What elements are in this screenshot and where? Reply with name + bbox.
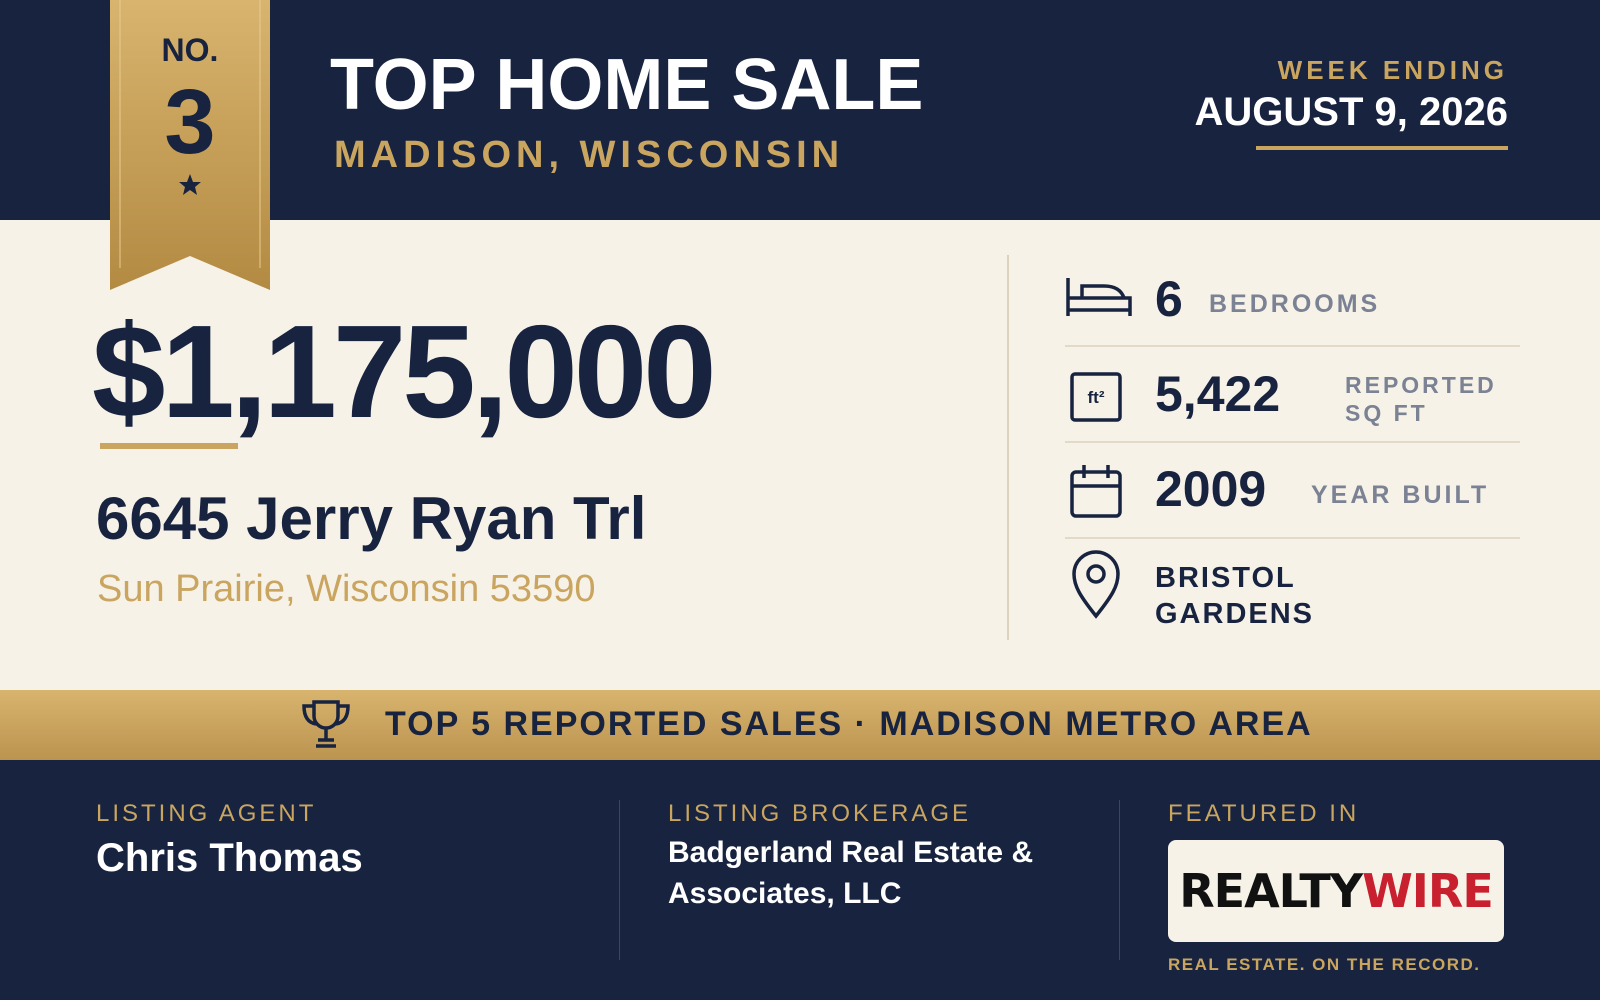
banner (0, 690, 1600, 760)
subtitle: MADISON, WISCONSIN (334, 134, 845, 176)
week-label: WEEK ENDING (1277, 55, 1508, 85)
brokerage-name: Badgerland Real Estate & Associates, LLC (668, 836, 1034, 910)
ribbon (110, 0, 270, 290)
year-label: YEAR BUILT (1311, 481, 1490, 509)
trophy-icon (302, 700, 350, 748)
agent-label: LISTING AGENT (96, 800, 317, 827)
svg-text:ft²: ft² (1088, 388, 1105, 407)
date-underline (1256, 146, 1508, 150)
divider (1007, 255, 1009, 640)
footer-divider (1119, 800, 1120, 960)
body-band (0, 220, 1600, 690)
badge-label: NO. (161, 32, 219, 68)
tagline: REAL ESTATE. ON THE RECORD. (1168, 955, 1481, 974)
price-underline (100, 443, 238, 449)
bedrooms-label: BEDROOMS (1209, 290, 1381, 318)
week-date: AUGUST 9, 2026 (1194, 90, 1508, 134)
featured-label: FEATURED IN (1168, 800, 1360, 827)
sqft-label: REPORTED SQ FT (1345, 372, 1497, 426)
logo: REALTYWIRE (1168, 840, 1504, 942)
year-value: 2009 (1155, 461, 1267, 517)
brokerage-label: LISTING BROKERAGE (668, 800, 972, 827)
separator (1065, 537, 1520, 539)
banner-text: TOP 5 REPORTED SALES · MADISON METRO ARE… (385, 705, 1313, 743)
title: TOP HOME SALE (330, 45, 924, 125)
city: Sun Prairie, Wisconsin 53590 (97, 568, 596, 610)
badge-number: 3 (164, 71, 216, 173)
neighborhood: BRISTOL GARDENS (1155, 562, 1315, 630)
stat-icons: ft² (1066, 278, 1132, 619)
logo-right: WIRE (1362, 864, 1494, 918)
price: $1,175,000 (92, 298, 717, 445)
street: 6645 Jerry Ryan Trl (96, 485, 647, 552)
separator (1065, 441, 1520, 443)
bedrooms-value: 6 (1155, 271, 1183, 327)
logo-left: REALTY (1179, 864, 1363, 918)
separator (1065, 345, 1520, 347)
agent-name: Chris Thomas (96, 836, 363, 880)
sqft-value: 5,422 (1155, 366, 1281, 422)
footer-divider (619, 800, 620, 960)
